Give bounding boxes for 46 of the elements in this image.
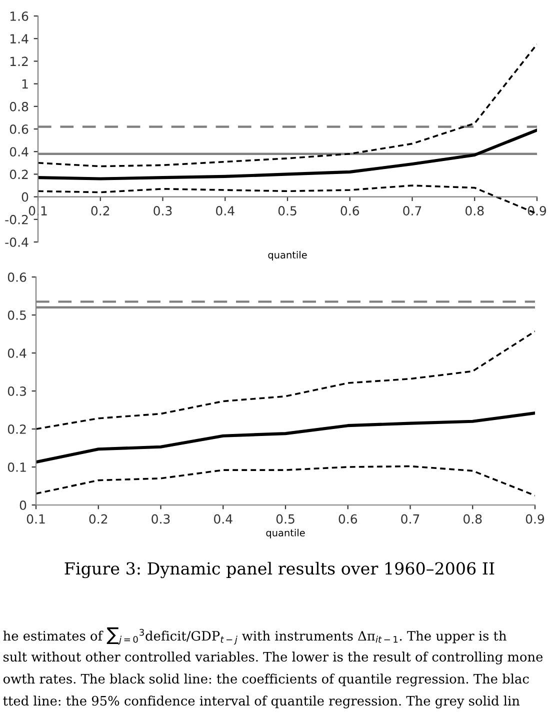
y-tick-label: 0.1 bbox=[8, 462, 26, 472]
x-tick-label: 0.5 bbox=[278, 206, 296, 216]
x-tick-label: 0.5 bbox=[276, 514, 294, 524]
y-tick-label: 0.4 bbox=[10, 147, 28, 157]
y-tick-label: 0.4 bbox=[8, 348, 26, 358]
x-tick-label: 0.6 bbox=[340, 206, 360, 216]
caption: Figure 3: Dynamic panel results over 1960–2006 II bbox=[64, 562, 494, 578]
text: sult without other controlled variables. The lower is the result of controlling mone bbox=[4, 652, 543, 664]
x-tick-label: 0.8 bbox=[466, 206, 484, 216]
x-tick-label: 0.3 bbox=[152, 514, 170, 524]
y-tick-label: 0.5 bbox=[8, 310, 26, 320]
y-tick-label: 1.4 bbox=[10, 34, 28, 44]
x-tick-label: 0.9 bbox=[528, 206, 546, 216]
line-series bbox=[36, 465, 535, 496]
y-tick-label: 1.2 bbox=[10, 56, 28, 66]
y-tick-label: 0.2 bbox=[8, 424, 26, 434]
x-tick-label: 0.2 bbox=[91, 206, 110, 216]
x-tick-label: 0.7 bbox=[401, 514, 420, 524]
x-tick-label: 0.8 bbox=[464, 514, 482, 524]
text: owth rates. The black solid line: the coefficients of quantile regression. The blac bbox=[3, 674, 529, 686]
line-series bbox=[38, 128, 537, 180]
y-tick-label: 1.6 bbox=[10, 11, 28, 21]
x-tick-label: 0.4 bbox=[216, 206, 234, 216]
y-tick-label: 0.6 bbox=[10, 124, 28, 134]
x-tick-label: 0.4 bbox=[214, 514, 232, 524]
y-tick-label: 0.6 bbox=[8, 272, 26, 282]
line-series bbox=[36, 330, 535, 430]
y-tick-label: 0 bbox=[20, 500, 26, 510]
x-tick-label: 0.9 bbox=[526, 514, 544, 524]
y-tick-label: 1 bbox=[22, 79, 28, 89]
y-tick-label: 0.2 bbox=[10, 170, 28, 180]
line-series bbox=[36, 412, 535, 464]
text: tted line: the 95% confidence interval of quantile regression. The grey solid lin bbox=[3, 696, 520, 708]
text: he estimates of ∑$_{j=0}$$^{3}$deficit/GDP$_{t−j}$ with instruments Δπ$_{it−1}$. The upper is th bbox=[3, 627, 506, 645]
x-tick-label: 0.7 bbox=[403, 206, 422, 216]
x-tick-label: 0.2 bbox=[89, 514, 108, 524]
line-series bbox=[38, 43, 537, 168]
x-axis-title: quantile bbox=[266, 528, 305, 538]
x-axis-title: quantile bbox=[268, 251, 307, 260]
y-tick-label: -0.2 bbox=[5, 214, 28, 224]
x-tick-label: 0.3 bbox=[154, 206, 172, 216]
y-tick-label: 0.8 bbox=[10, 102, 28, 112]
y-tick-label: -0.4 bbox=[5, 237, 28, 247]
x-tick-label: 0.6 bbox=[338, 514, 358, 524]
y-tick-label: 0 bbox=[22, 192, 28, 202]
y-tick-label: 0.3 bbox=[8, 386, 26, 396]
